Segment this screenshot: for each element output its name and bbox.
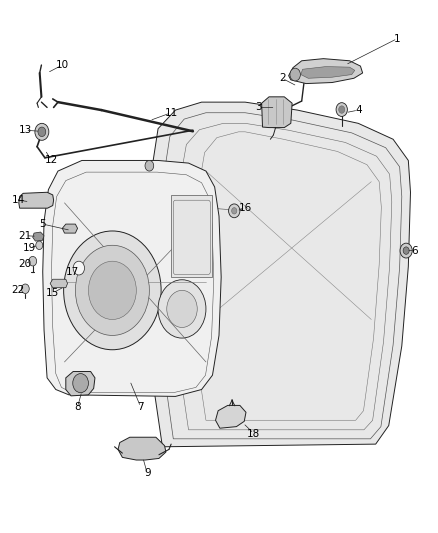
Circle shape [64, 231, 161, 350]
Bar [171, 195, 212, 277]
Circle shape [145, 160, 154, 171]
Circle shape [38, 127, 46, 136]
Text: 1: 1 [394, 34, 401, 44]
Circle shape [29, 256, 37, 266]
Polygon shape [43, 160, 221, 397]
Text: 6: 6 [412, 246, 418, 256]
Circle shape [232, 208, 237, 214]
Circle shape [75, 245, 149, 335]
Circle shape [290, 68, 300, 81]
Circle shape [167, 290, 197, 327]
Polygon shape [19, 192, 53, 208]
Polygon shape [62, 224, 78, 233]
Polygon shape [149, 102, 410, 447]
Circle shape [36, 241, 43, 249]
Polygon shape [118, 437, 166, 460]
Circle shape [88, 261, 136, 319]
Text: 7: 7 [138, 402, 144, 412]
Text: 8: 8 [74, 402, 81, 412]
Text: 4: 4 [355, 105, 362, 115]
Text: 17: 17 [66, 267, 79, 277]
Text: 15: 15 [46, 288, 60, 298]
Polygon shape [215, 406, 246, 428]
Circle shape [403, 247, 409, 254]
Circle shape [21, 284, 29, 294]
Text: 11: 11 [165, 108, 178, 118]
Polygon shape [261, 97, 292, 127]
Circle shape [400, 243, 412, 258]
Circle shape [229, 204, 240, 217]
Text: 14: 14 [12, 195, 25, 205]
Circle shape [158, 280, 206, 338]
Circle shape [339, 106, 345, 114]
Circle shape [73, 261, 85, 275]
Text: 3: 3 [255, 102, 261, 112]
Circle shape [336, 103, 347, 116]
Polygon shape [33, 232, 44, 241]
Text: 12: 12 [45, 156, 58, 165]
Text: 21: 21 [19, 231, 32, 241]
Text: 9: 9 [144, 469, 151, 478]
Circle shape [35, 123, 49, 140]
Text: 10: 10 [56, 60, 69, 70]
Polygon shape [50, 279, 67, 288]
Text: 16: 16 [238, 203, 252, 213]
Polygon shape [289, 59, 363, 84]
Text: 2: 2 [279, 73, 286, 83]
Polygon shape [66, 372, 95, 396]
Text: 5: 5 [39, 219, 46, 229]
Text: 22: 22 [11, 285, 25, 295]
Text: 13: 13 [19, 125, 32, 135]
Text: 18: 18 [247, 429, 261, 439]
Circle shape [73, 374, 88, 393]
Text: 20: 20 [18, 259, 31, 269]
Text: 19: 19 [23, 243, 36, 253]
Polygon shape [301, 67, 355, 78]
